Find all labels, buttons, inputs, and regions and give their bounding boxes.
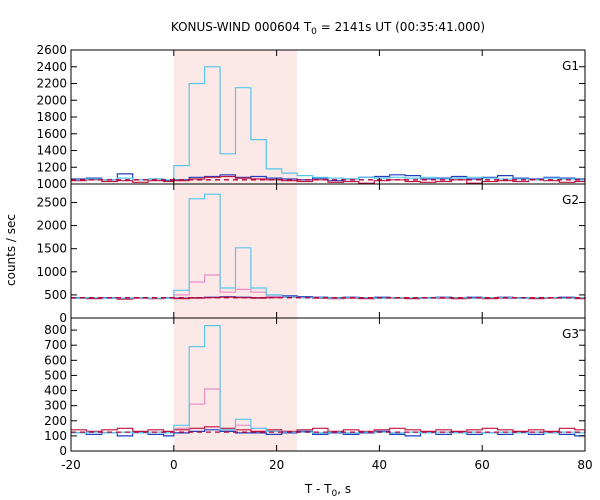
y-tick-label: 700 — [44, 338, 67, 352]
series-red-line — [71, 426, 585, 432]
y-tick-label: 400 — [44, 384, 67, 398]
y-tick-label: 100 — [44, 429, 67, 443]
x-tick-label: 80 — [577, 458, 592, 472]
y-tick-label: 2600 — [36, 43, 67, 57]
panel-label: G3 — [562, 327, 579, 341]
panel-label: G1 — [562, 59, 579, 73]
series-red-line — [71, 175, 585, 184]
y-tick-label: 1800 — [36, 110, 67, 124]
y-tick-label: 600 — [44, 353, 67, 367]
y-axis-label: counts / sec — [4, 214, 18, 286]
x-tick-label: 20 — [269, 458, 284, 472]
panels: 100012001400160018002000220024002600G105… — [36, 43, 592, 472]
panel-g2: 0 500 1000 1500 2000 2500 G2 — [36, 183, 586, 325]
series-pink-line — [173, 274, 282, 297]
y-tick-label: 800 — [44, 323, 67, 337]
x-tick-label: -20 — [61, 458, 81, 472]
y-tick-label: 2500 — [36, 195, 67, 209]
series-cyan-line — [71, 325, 585, 434]
y-tick-label: 1000 — [36, 265, 67, 279]
x-tick-label: 40 — [372, 458, 387, 472]
plot-frame — [70, 317, 586, 452]
y-tick-label: 500 — [44, 368, 67, 382]
y-tick-label: 1200 — [36, 160, 67, 174]
y-tick-label: 0 — [59, 444, 67, 458]
panel-label: G2 — [562, 193, 579, 207]
y-tick-label: 2400 — [36, 60, 67, 74]
y-tick-label: 300 — [44, 399, 67, 413]
panel-g1: 1000 1200 1400 1600 1800 2000 2200 2400 2600 G1 — [36, 43, 586, 191]
series-cyan-line — [71, 193, 585, 299]
y-tick-label: 500 — [44, 288, 67, 302]
x-tick-label: 60 — [475, 458, 490, 472]
y-tick-label: 2000 — [36, 219, 67, 233]
y-tick-label: 0 — [59, 311, 67, 325]
y-tick-label: 200 — [44, 414, 67, 428]
y-tick-label: 2000 — [36, 93, 67, 107]
plot-frame — [70, 49, 586, 185]
y-tick-label: 1600 — [36, 127, 67, 141]
y-tick-label: 1400 — [36, 144, 67, 158]
x-tick-label: 0 — [170, 458, 178, 472]
y-tick-label: 1500 — [36, 242, 67, 256]
chart-title: KONUS-WIND 000604 T0 = 2141s UT (00:35:4… — [171, 20, 485, 37]
series-cyan-line — [71, 66, 585, 181]
y-tick-label: 1000 — [36, 177, 67, 191]
x-axis-label: T - T0, s — [304, 482, 351, 499]
y-tick-label: 2200 — [36, 77, 67, 91]
